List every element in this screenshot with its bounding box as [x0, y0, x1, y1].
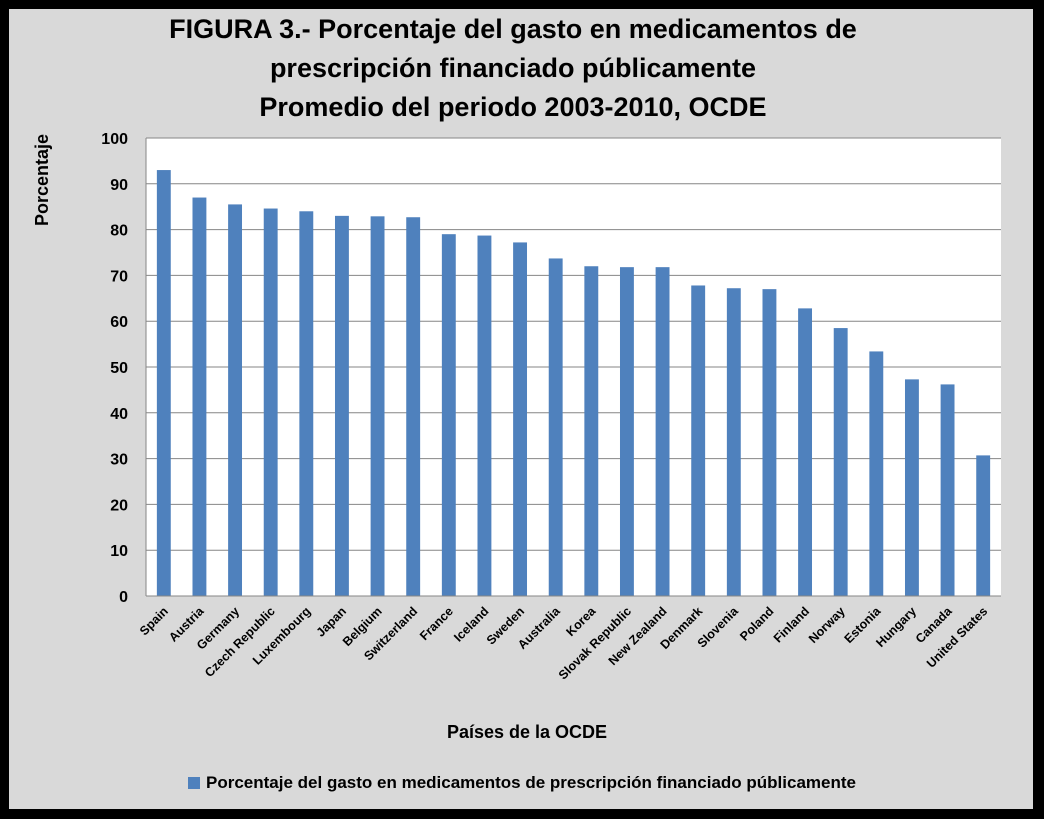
y-tick-label: 10: [110, 543, 128, 560]
y-tick-label: 30: [110, 452, 128, 469]
bar-iceland: [477, 235, 492, 596]
bar-new-zealand: [655, 267, 670, 596]
y-tick-label: 50: [110, 360, 128, 377]
bar-france: [441, 234, 456, 596]
bar-united-states: [976, 455, 991, 596]
bar-korea: [584, 266, 599, 596]
y-tick-label: 40: [110, 406, 128, 423]
chart-title-line-2: prescripción financiado públicamente: [269, 53, 757, 83]
chart-title-line-3: Promedio del periodo 2003-2010, OCDE: [259, 92, 767, 122]
bar-czech-republic: [263, 208, 278, 597]
y-axis-title: Porcentaje: [32, 134, 52, 226]
y-tick-label: 90: [110, 177, 128, 194]
bar-finland: [798, 308, 813, 596]
bar-luxembourg: [299, 211, 314, 596]
y-tick-label: 70: [110, 268, 128, 285]
bar-norway: [833, 328, 848, 596]
x-tick-label: Norway: [806, 604, 848, 646]
chart-title-line-1: FIGURA 3.- Porcentaje del gasto en medic…: [169, 14, 857, 44]
x-tick-label: Spain: [137, 604, 171, 638]
x-tick-label: Finland: [771, 604, 812, 645]
bar-estonia: [869, 351, 884, 596]
bar-slovenia: [726, 288, 741, 596]
y-tick-label: 0: [119, 589, 128, 606]
bar-japan: [334, 215, 349, 597]
y-tick-label: 20: [110, 497, 128, 514]
y-axis-ticks: 0 10 20 30 40 50 60 70 80 90 100: [101, 131, 128, 606]
bar-denmark: [691, 285, 706, 596]
legend-label: Porcentaje del gasto en medicamentos de …: [206, 773, 856, 792]
bar-poland: [762, 289, 777, 596]
bar-spain: [156, 170, 171, 596]
chart-title: FIGURA 3.- Porcentaje del gasto en medic…: [0, 10, 1035, 127]
bar-switzerland: [406, 217, 421, 596]
bar-sweden: [513, 242, 528, 596]
y-tick-label: 60: [110, 314, 128, 331]
bar-hungary: [904, 379, 919, 596]
legend: Porcentaje del gasto en medicamentos de …: [0, 773, 1044, 793]
bar-germany: [228, 204, 243, 596]
x-tick-label: Poland: [737, 604, 776, 643]
bar-canada: [940, 384, 955, 596]
x-tick-label: France: [417, 604, 456, 643]
bar-belgium: [370, 216, 385, 596]
legend-swatch: [188, 777, 201, 789]
bars: [156, 170, 991, 597]
bar-australia: [548, 258, 563, 596]
y-tick-label: 100: [101, 131, 128, 148]
bar-slovak-republic: [619, 267, 634, 596]
gridlines: [146, 137, 1001, 551]
x-axis-title: Países de la OCDE: [447, 722, 607, 742]
bar-austria: [192, 197, 207, 597]
y-tick-label: 80: [110, 223, 128, 240]
